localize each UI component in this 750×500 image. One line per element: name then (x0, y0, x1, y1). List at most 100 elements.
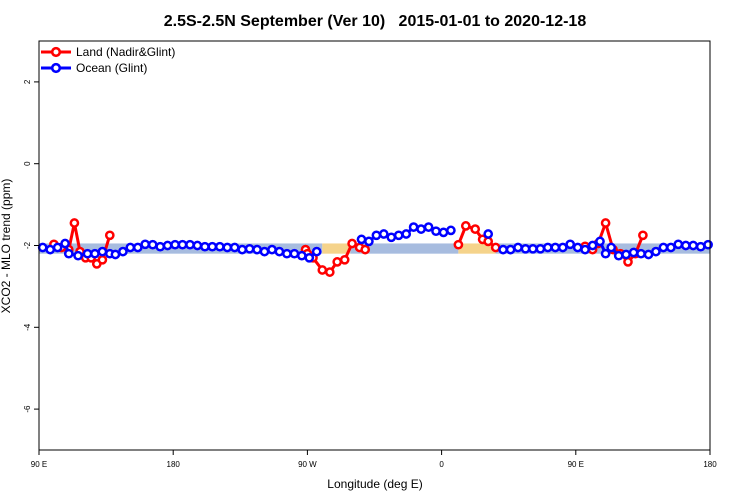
x-axis-label: Longitude (deg E) (327, 477, 422, 491)
legend-ocean-label: Ocean (Glint) (76, 61, 147, 75)
legend-land-marker (50, 46, 62, 58)
series-ocean-point (446, 225, 456, 236)
series-ocean-point (207, 241, 218, 252)
series-ocean-point (498, 244, 508, 255)
series-ocean-point (73, 250, 83, 261)
series-ocean-point (535, 243, 546, 254)
series-land-point (324, 267, 335, 277)
y-tick-label: -6 (23, 405, 32, 413)
series-ocean-point (408, 222, 419, 232)
series-ocean-point (222, 242, 233, 253)
x-tick-label: 0 (439, 460, 444, 469)
series-ocean-point (550, 242, 561, 253)
series-land-point (453, 239, 464, 250)
series-land-point (470, 224, 481, 234)
series-ocean-point (416, 224, 426, 234)
series-ocean-point (401, 229, 412, 239)
legend-ocean-marker (50, 62, 62, 74)
series-land-point (483, 236, 494, 247)
band-segment (322, 243, 351, 254)
series-ocean-point (613, 250, 624, 261)
series-ocean-point (565, 239, 576, 250)
series-ocean-point (423, 222, 434, 232)
series-ocean-point (63, 248, 74, 259)
series-land-point (490, 242, 501, 253)
y-tick-label: -2 (23, 241, 32, 249)
series-ocean-point (37, 242, 48, 253)
series-land-point (97, 254, 108, 265)
series-land-point (332, 257, 343, 267)
series-ocean-point (289, 248, 300, 259)
legend-land-label: Land (Nadir&Glint) (76, 45, 175, 59)
series-ocean-point (259, 246, 270, 257)
series-ocean-point (513, 242, 523, 253)
series-ocean-point (606, 242, 617, 253)
series-ocean-point (628, 247, 639, 258)
x-tick-label: 180 (167, 460, 181, 469)
series-ocean-point (621, 249, 631, 260)
series-ocean-point (431, 226, 441, 237)
y-axis-label: XCO2 - MLO trend (ppm) (0, 179, 13, 314)
series-land-point (600, 218, 611, 228)
series-ocean-point (244, 243, 255, 254)
series-ocean-point (214, 241, 225, 252)
series-ocean-point (125, 242, 136, 253)
series-ocean-point (311, 246, 322, 257)
series-ocean-point (378, 229, 389, 239)
series-ocean-point (557, 242, 568, 253)
series-ocean-point (296, 250, 307, 261)
y-tick-label: -4 (23, 323, 32, 331)
y-axis: 2 0 -2 -4 -6 (23, 79, 39, 413)
series-ocean-point (155, 241, 166, 252)
series-ocean-point (636, 248, 646, 259)
series-ocean-point (170, 239, 180, 250)
series-ocean-point (643, 249, 654, 260)
x-tick-label: 90 E (31, 460, 47, 469)
series-ocean-point (600, 248, 611, 259)
series-ocean (37, 222, 713, 263)
series-ocean-point (90, 248, 100, 259)
series-land-point (69, 218, 80, 228)
series-ocean-point (483, 229, 494, 239)
series-ocean-point (304, 252, 315, 263)
series-ocean-point (364, 236, 374, 247)
x-tick-label: 180 (703, 460, 717, 469)
series-ocean-point (666, 242, 676, 253)
band-segment (350, 243, 459, 254)
series-land-point (360, 244, 371, 255)
series-land-point (623, 257, 633, 267)
series-ocean-point (356, 234, 367, 245)
series-ocean-point (393, 230, 404, 241)
series-ocean-point (200, 241, 210, 252)
series-land-point (347, 238, 357, 249)
chart-title: 2.5S-2.5N September (Ver 10) 2015-01-01 … (164, 13, 587, 30)
series-ocean-point (587, 240, 598, 251)
series-ocean-point (147, 239, 158, 250)
series-ocean-point (703, 239, 713, 250)
band-segment (458, 243, 496, 254)
series-ocean-point (528, 243, 538, 254)
series-ocean-point (580, 244, 590, 255)
series-ocean-point (162, 240, 173, 251)
x-axis: 90 E 180 90 W 0 90 E 180 (31, 450, 717, 469)
series-ocean-point (82, 248, 93, 259)
series-ocean-point (438, 227, 449, 238)
series-ocean-point (60, 238, 70, 249)
series-land-point (460, 221, 471, 231)
series-land-point (638, 230, 648, 241)
series-ocean-point (520, 243, 531, 254)
series-ocean-point (267, 244, 277, 255)
series-ocean-point (237, 244, 248, 255)
series-ocean-point (185, 239, 195, 250)
series-ocean-point (110, 249, 121, 260)
series-ocean-point (695, 241, 706, 252)
series-ocean-point (658, 242, 669, 253)
series-ocean-point (177, 239, 188, 250)
legend: Land (Nadir&Glint) Ocean (Glint) (41, 45, 175, 75)
series-ocean-point (673, 239, 684, 250)
series-ocean-point (274, 246, 285, 257)
series-ocean-point (651, 246, 661, 257)
series-ocean-point (52, 242, 63, 253)
series-land-point (339, 254, 350, 265)
